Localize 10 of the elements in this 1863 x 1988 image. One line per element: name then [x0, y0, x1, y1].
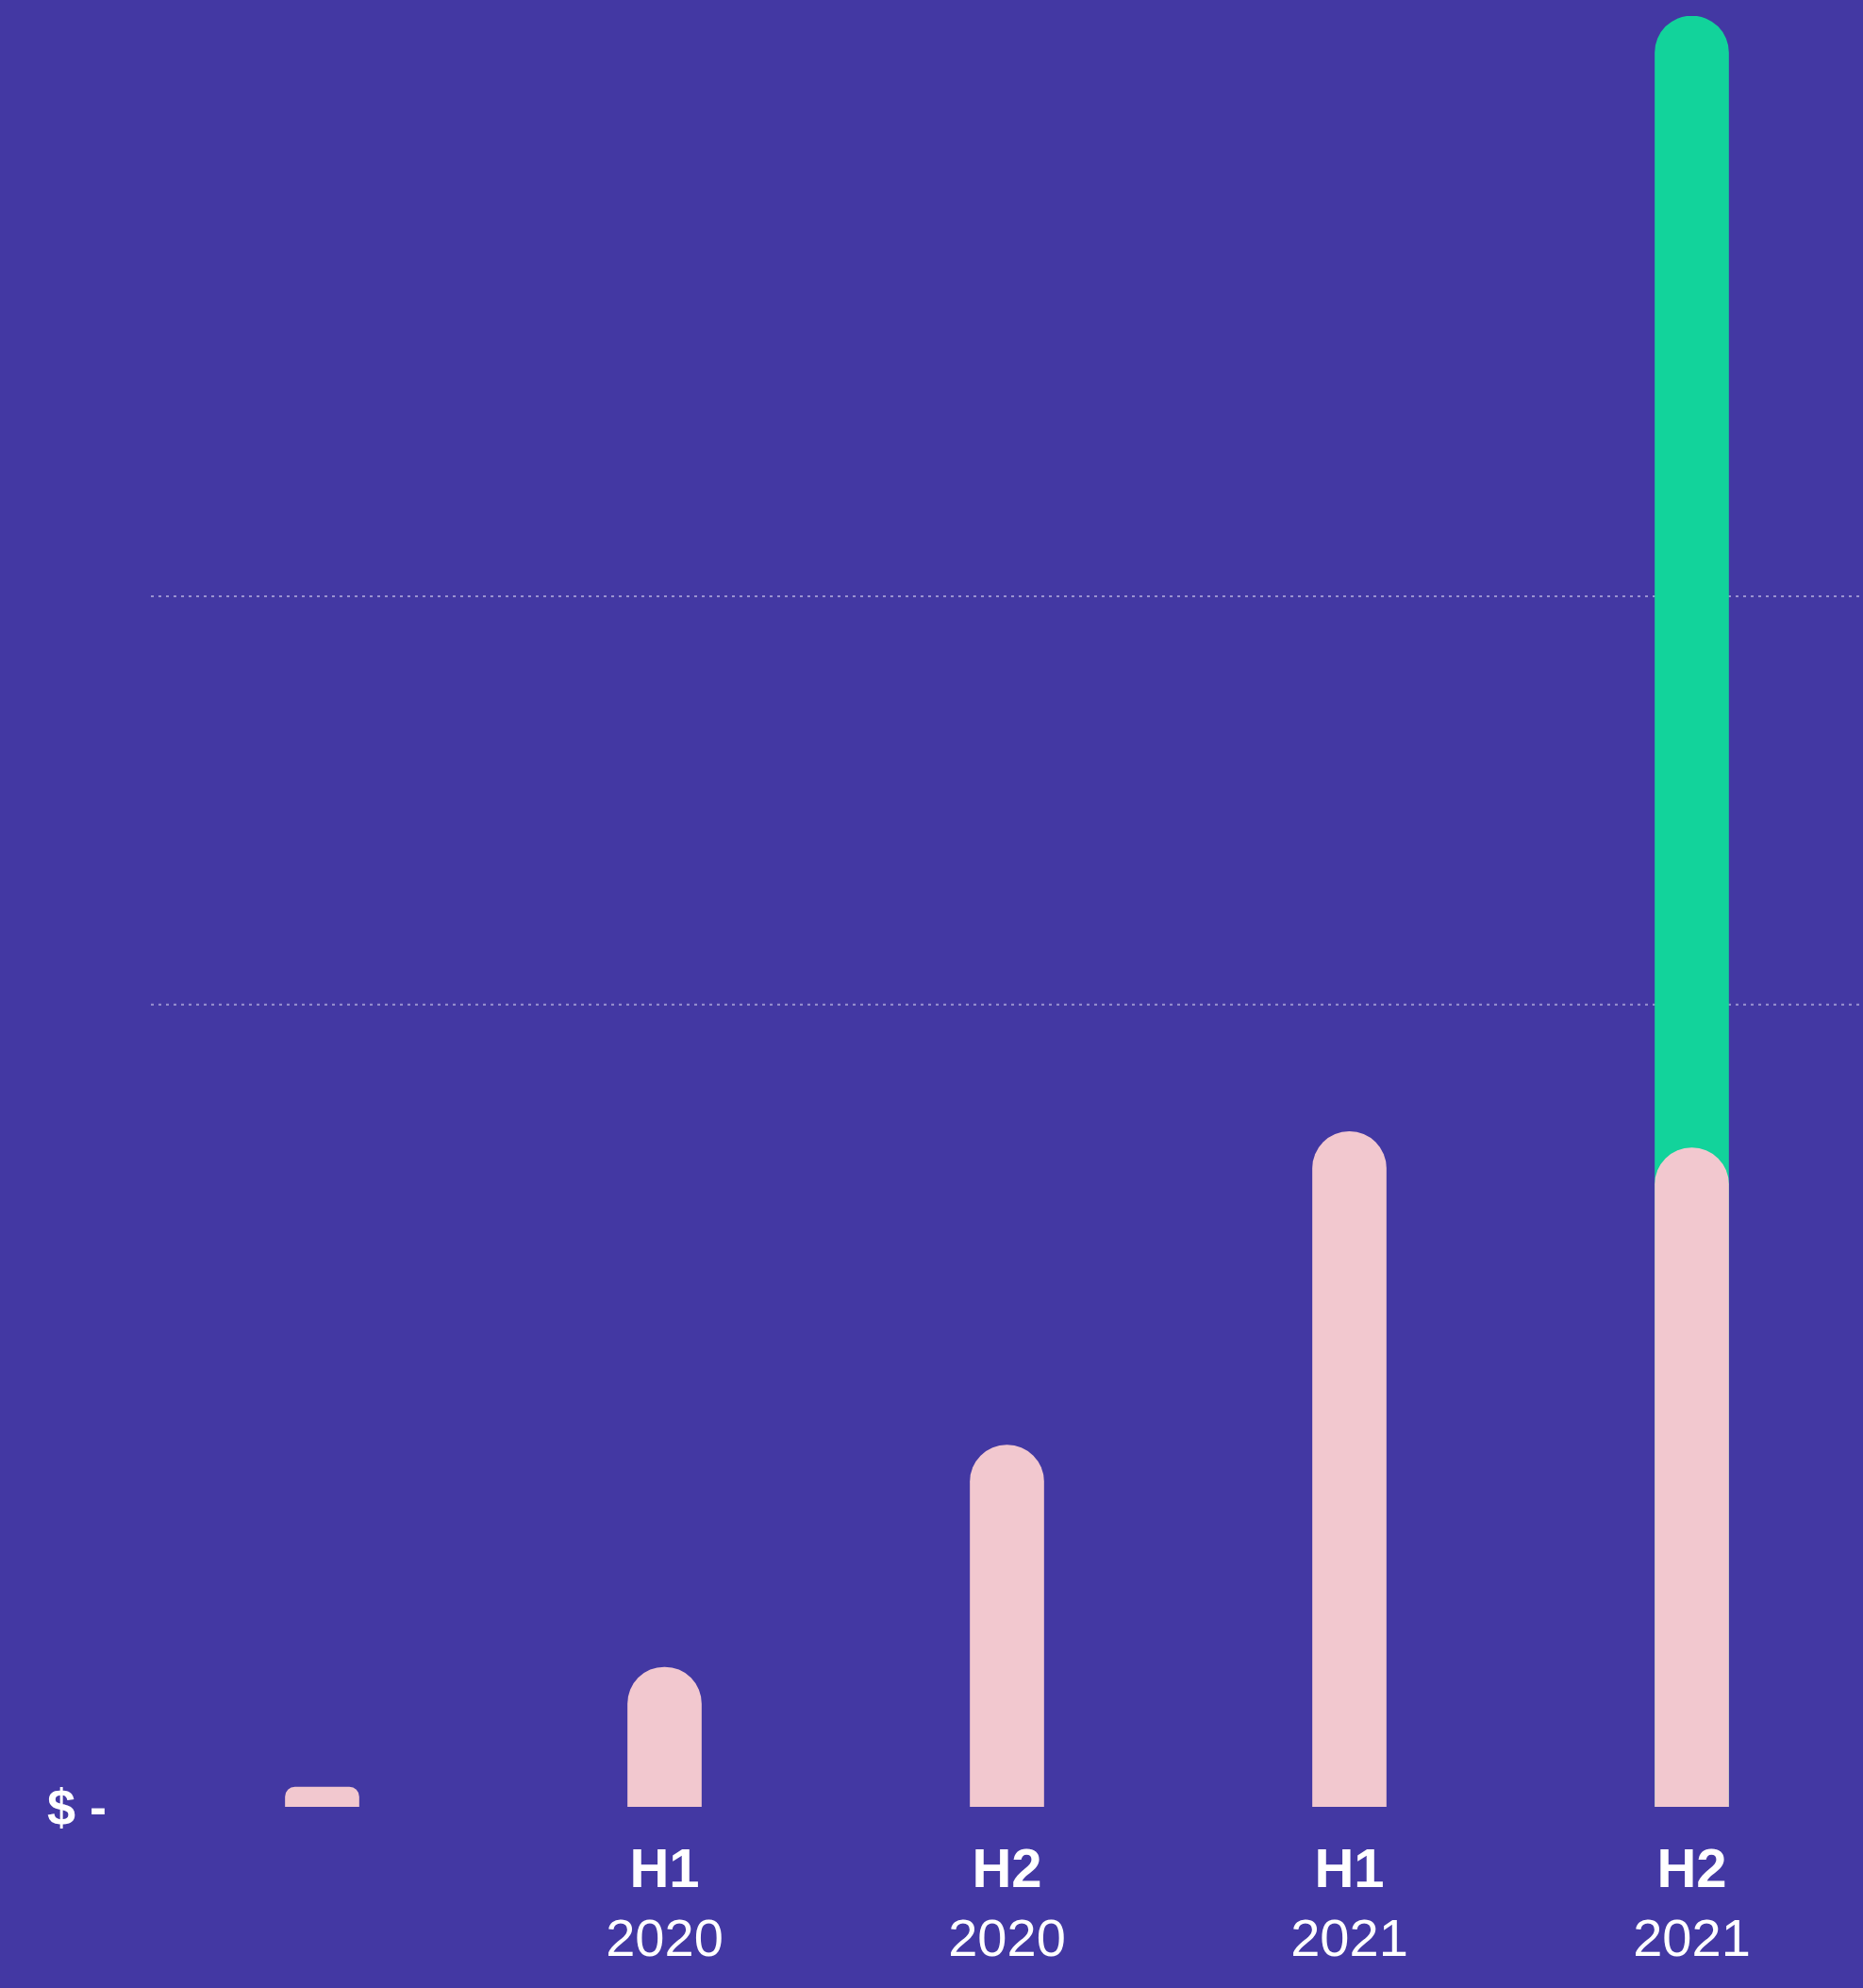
bar	[1312, 1131, 1387, 1807]
bar	[285, 1786, 359, 1807]
x-tick-label: H1 2020	[606, 1837, 724, 1968]
bar	[1655, 1147, 1729, 1807]
text: $ -	[47, 1778, 108, 1835]
x-tick-label: H2 2021	[1633, 1837, 1751, 1968]
x-tick-label: H1 2021	[1290, 1837, 1408, 1968]
x-tick-label: H2 2020	[948, 1837, 1066, 1968]
bar	[970, 1445, 1044, 1807]
bar	[627, 1666, 702, 1807]
